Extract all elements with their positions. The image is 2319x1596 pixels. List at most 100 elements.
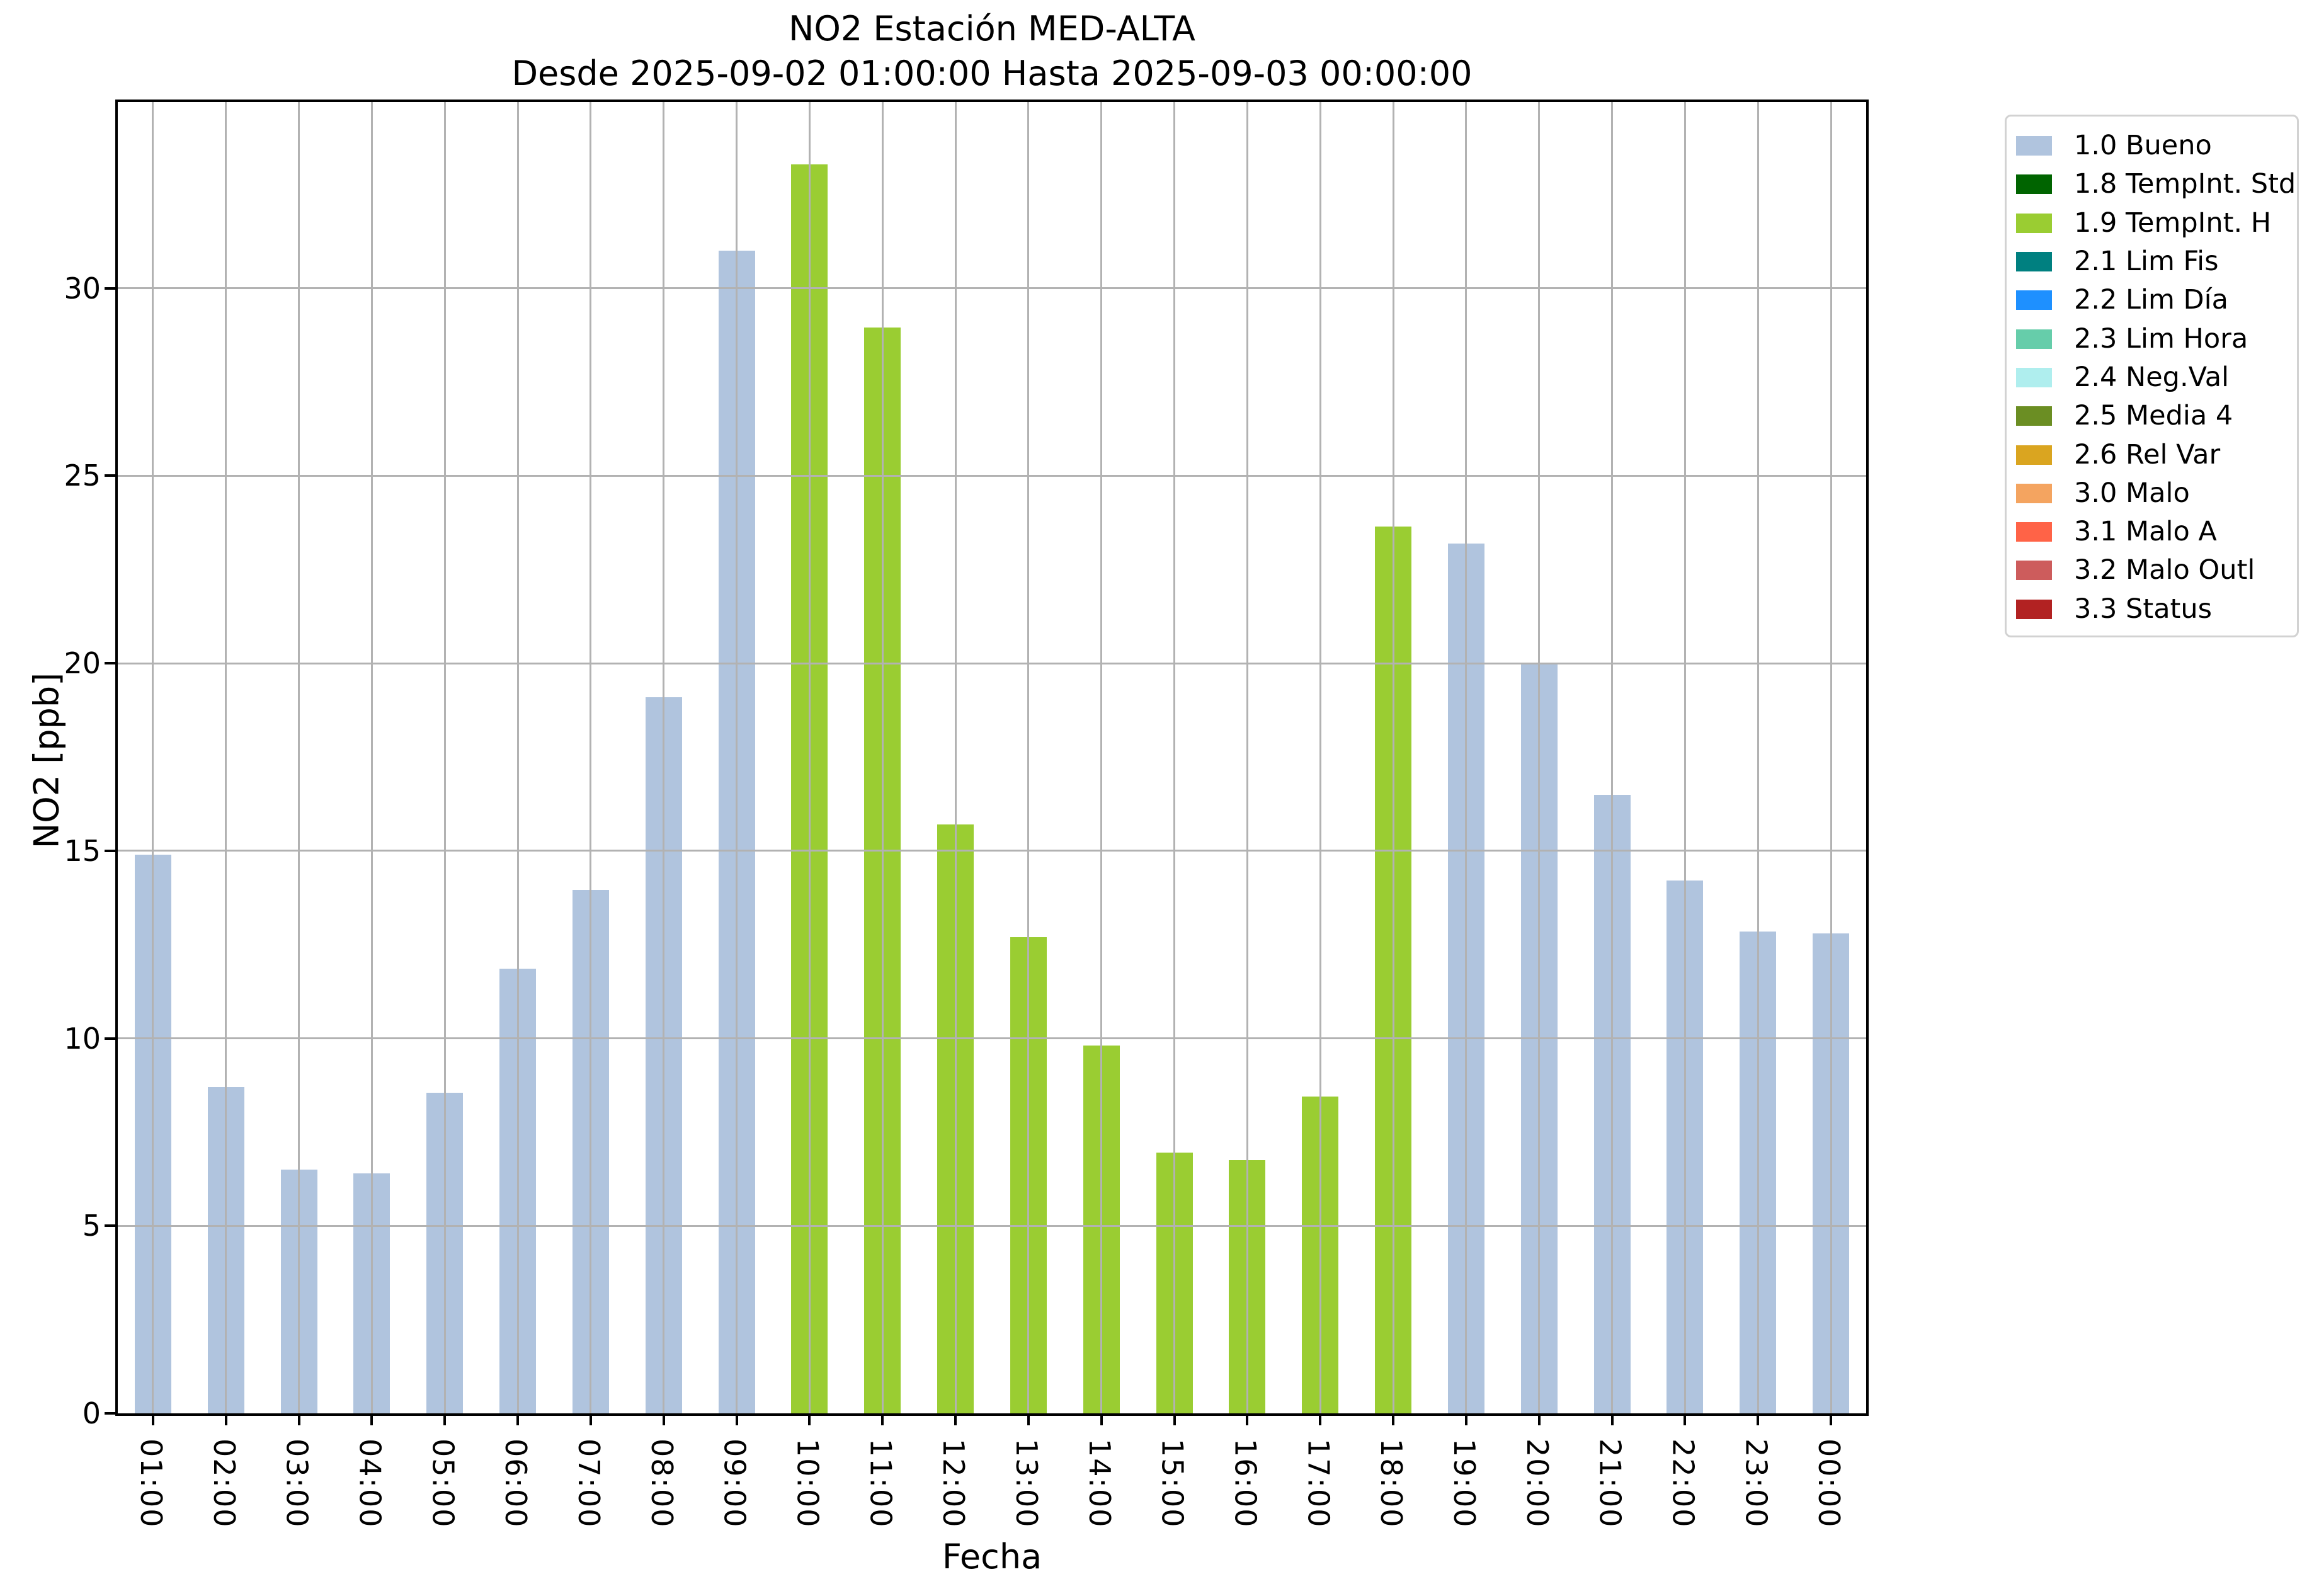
x-tick-label: 11:00	[863, 1439, 898, 1529]
legend-item: 2.2 Lim Día	[2016, 281, 2297, 319]
legend-item: 3.3 Status	[2016, 590, 2297, 629]
x-axis-label: Fecha	[942, 1537, 1042, 1576]
chart-title-block: NO2 Estación MED-ALTA Desde 2025-09-02 0…	[117, 6, 1867, 96]
x-tick-label: 00:00	[1812, 1439, 1847, 1529]
x-tick-mark	[881, 1413, 884, 1425]
x-tick-label: 15:00	[1155, 1439, 1190, 1529]
chart-subtitle: Desde 2025-09-02 01:00:00 Hasta 2025-09-…	[511, 54, 1473, 94]
gridline-v	[1027, 101, 1030, 1413]
x-tick-label: 01:00	[134, 1439, 168, 1529]
x-tick-mark	[224, 1413, 227, 1425]
x-tick-label: 12:00	[937, 1439, 971, 1529]
x-tick-label: 06:00	[499, 1439, 533, 1529]
gridline-v	[1173, 101, 1176, 1413]
legend-swatch	[2016, 329, 2052, 349]
gridline-v	[225, 101, 227, 1413]
legend-label: 2.5 Media 4	[2074, 400, 2233, 432]
legend-label: 2.3 Lim Hora	[2074, 322, 2248, 355]
legend-label: 1.8 TempInt. Std	[2074, 168, 2296, 200]
gridline-v	[1684, 101, 1686, 1413]
x-tick-mark	[443, 1413, 447, 1425]
y-tick-mark	[105, 662, 117, 665]
gridline-v	[1830, 101, 1832, 1413]
legend-swatch	[2016, 367, 2052, 387]
gridline-v	[1392, 101, 1394, 1413]
gridline-v	[516, 101, 519, 1413]
y-tick-mark	[105, 474, 117, 477]
legend-label: 1.9 TempInt. H	[2074, 207, 2272, 239]
x-tick-mark	[516, 1413, 520, 1425]
x-tick-label: 05:00	[426, 1439, 460, 1529]
legend-item: 3.2 Malo Outl	[2016, 551, 2297, 590]
x-tick-mark	[1319, 1413, 1322, 1425]
gridline-v	[1757, 101, 1759, 1413]
legend-swatch	[2016, 290, 2052, 311]
y-tick-label: 25	[64, 459, 101, 493]
legend-item: 1.8 TempInt. Std	[2016, 165, 2297, 203]
x-tick-mark	[1757, 1413, 1760, 1425]
legend-label: 2.6 Rel Var	[2074, 438, 2221, 470]
legend-swatch	[2016, 445, 2052, 465]
y-tick-label: 10	[64, 1021, 101, 1056]
gridline-v	[298, 101, 300, 1413]
x-tick-label: 10:00	[790, 1439, 825, 1529]
y-tick-mark	[105, 849, 117, 852]
legend-item: 2.5 Media 4	[2016, 397, 2297, 435]
legend-item: 3.0 Malo	[2016, 474, 2297, 513]
x-tick-label: 04:00	[353, 1439, 387, 1529]
legend-swatch	[2016, 599, 2052, 619]
gridline-v	[370, 101, 373, 1413]
legend-swatch	[2016, 136, 2052, 156]
legend-item: 1.9 TempInt. H	[2016, 204, 2297, 242]
gridline-v	[1611, 101, 1614, 1413]
legend-swatch	[2016, 522, 2052, 542]
gridline-v	[590, 101, 592, 1413]
x-tick-label: 14:00	[1082, 1439, 1117, 1529]
x-tick-mark	[297, 1413, 300, 1425]
gridline-v	[881, 101, 884, 1413]
legend-swatch	[2016, 174, 2052, 195]
gridline-h	[117, 287, 1867, 290]
legend: 1.0 Bueno 1.8 TempInt. Std 1.9 TempInt. H 2…	[2005, 115, 2299, 637]
y-tick-label: 15	[64, 833, 101, 868]
legend-item: 1.0 Bueno	[2016, 127, 2297, 165]
legend-label: 2.2 Lim Día	[2074, 284, 2228, 316]
gridline-v	[954, 101, 957, 1413]
gridline-v	[1538, 101, 1541, 1413]
x-tick-mark	[1100, 1413, 1103, 1425]
plot-area	[115, 100, 1869, 1416]
legend-label: 3.2 Malo Outl	[2074, 554, 2255, 586]
legend-label: 2.1 Lim Fis	[2074, 246, 2219, 278]
x-tick-mark	[1610, 1413, 1614, 1425]
x-tick-mark	[370, 1413, 373, 1425]
gridline-v	[1246, 101, 1248, 1413]
x-tick-mark	[735, 1413, 738, 1425]
x-tick-label: 17:00	[1301, 1439, 1336, 1529]
x-tick-label: 19:00	[1447, 1439, 1481, 1529]
gridline-v	[808, 101, 811, 1413]
x-tick-mark	[1246, 1413, 1249, 1425]
x-tick-mark	[954, 1413, 957, 1425]
x-tick-label: 22:00	[1666, 1439, 1701, 1529]
x-tick-label: 21:00	[1593, 1439, 1627, 1529]
gridline-v	[152, 101, 154, 1413]
legend-item: 2.1 Lim Fis	[2016, 242, 2297, 281]
x-tick-mark	[1392, 1413, 1395, 1425]
gridline-v	[1465, 101, 1467, 1413]
gridline-v	[736, 101, 738, 1413]
gridline-h	[117, 1224, 1867, 1227]
legend-item: 3.1 Malo A	[2016, 513, 2297, 551]
x-tick-mark	[1830, 1413, 1833, 1425]
y-tick-mark	[105, 1037, 117, 1040]
legend-swatch	[2016, 406, 2052, 426]
x-tick-mark	[1537, 1413, 1541, 1425]
gridline-v	[663, 101, 665, 1413]
legend-item: 2.4 Neg.Val	[2016, 358, 2297, 397]
legend-swatch	[2016, 483, 2052, 503]
y-tick-label: 30	[64, 271, 101, 305]
gridline-h	[117, 1037, 1867, 1040]
x-tick-mark	[589, 1413, 592, 1425]
x-tick-label: 08:00	[644, 1439, 679, 1529]
